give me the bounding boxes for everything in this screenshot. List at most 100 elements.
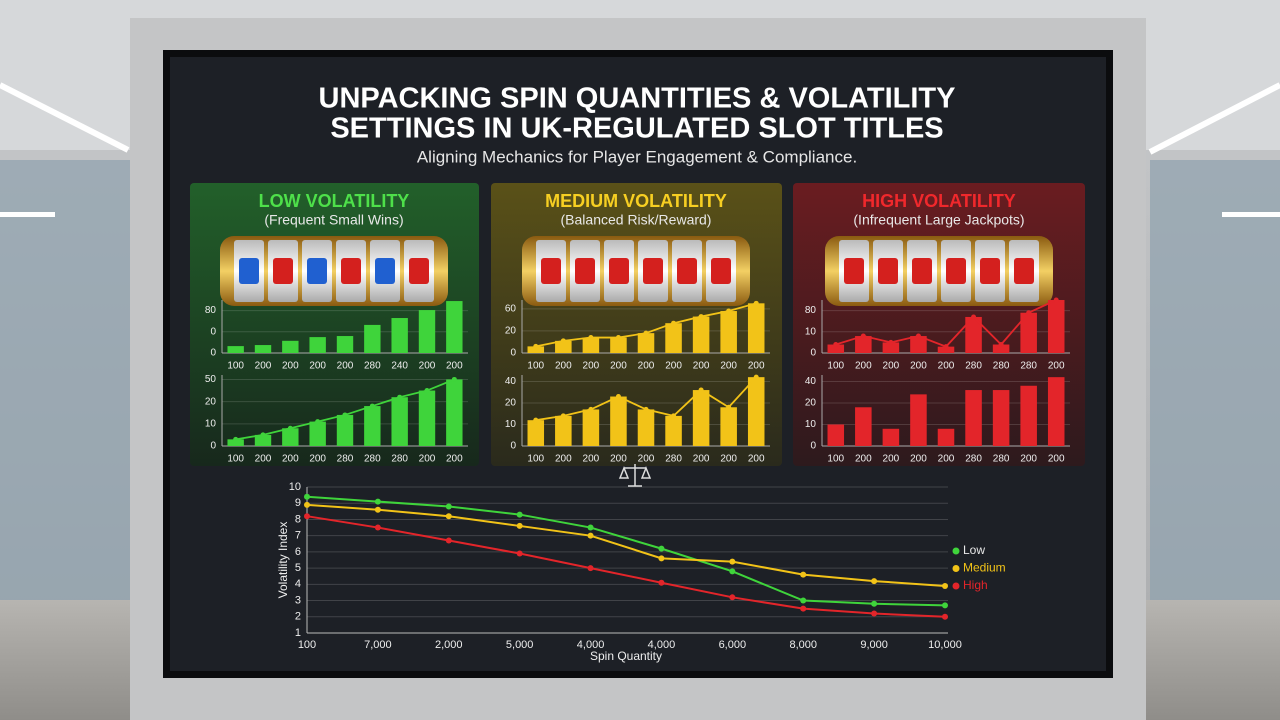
x-tick-label: 280 [364, 361, 381, 372]
series-point [587, 532, 594, 539]
reel-symbol [273, 258, 293, 284]
series-point [445, 513, 452, 520]
x-tick-label: 6,000 [719, 639, 747, 651]
trend-point [588, 335, 594, 341]
y-tick-label: 10 [805, 419, 817, 430]
panel-subtitle: (Infrequent Large Jackpots) [853, 212, 1024, 228]
x-tick-label: 200 [720, 361, 737, 372]
panel-subtitle: (Balanced Risk/Reward) [561, 212, 712, 228]
series-point [304, 501, 310, 508]
x-tick-label: 100 [827, 361, 844, 372]
x-tick-label: 200 [610, 454, 627, 465]
bar [665, 415, 682, 446]
trend-point [533, 343, 539, 349]
y-tick-label: 0 [210, 348, 216, 359]
x-tick-label: 200 [282, 361, 299, 372]
x-tick-label: 200 [419, 361, 436, 372]
series-point [516, 511, 523, 518]
series-point [374, 498, 381, 505]
y-tick-label: 0 [210, 441, 216, 452]
y-tick-label: 40 [505, 376, 517, 387]
bar [937, 428, 955, 446]
trend-point [726, 308, 732, 314]
y-tick-label: 3 [295, 594, 301, 606]
bar [527, 346, 545, 353]
y-tick-label: 2 [295, 611, 301, 623]
bar [527, 420, 545, 446]
subtitle: Aligning Mechanics for Player Engagement… [417, 147, 857, 166]
x-tick-label: 5,000 [506, 639, 534, 651]
trend-point [753, 300, 759, 306]
x-tick-label: 200 [720, 454, 737, 465]
reel-symbol [677, 258, 697, 284]
trend-point [726, 404, 732, 410]
reel-symbol [239, 258, 259, 284]
x-tick-label: 2,000 [435, 639, 463, 651]
series-point [658, 545, 665, 552]
reel-symbol [912, 258, 932, 284]
x-tick-label: 200 [1048, 454, 1065, 465]
bar [254, 345, 272, 353]
y-tick-label: 80 [805, 305, 817, 316]
bar [965, 390, 982, 446]
bar [882, 428, 900, 446]
reel-symbol [409, 258, 429, 284]
series-point [871, 600, 878, 607]
bar [418, 390, 436, 446]
series-point [942, 602, 948, 609]
bar [391, 318, 408, 353]
x-tick-label: 10,000 [928, 639, 962, 651]
x-tick-label: 200 [748, 454, 765, 465]
bar [364, 406, 381, 446]
bar [827, 424, 845, 446]
x-tick-label: 200 [337, 361, 354, 372]
reel-symbol [609, 258, 629, 284]
x-tick-label: 200 [610, 361, 627, 372]
bar [882, 342, 900, 353]
trend-point [1026, 310, 1032, 316]
trend-point [287, 425, 293, 431]
trend-point [560, 413, 566, 419]
trend-point [315, 419, 321, 425]
y-tick-label: 0 [810, 441, 816, 452]
panel-title: LOW VOLATILITY [259, 191, 410, 211]
bar [582, 337, 600, 353]
x-tick-label: 280 [337, 454, 354, 465]
series-point [304, 513, 310, 520]
y-tick-label: 6 [295, 546, 301, 558]
series-point [445, 537, 452, 544]
x-tick-label: 280 [965, 361, 982, 372]
series-point [658, 555, 665, 562]
x-tick-label: 7,000 [364, 639, 392, 651]
series-point [729, 558, 736, 565]
series-point [871, 610, 878, 617]
trend-point [1053, 297, 1059, 303]
legend-label: Low [963, 543, 985, 557]
bar [418, 310, 436, 353]
x-tick-label: 200 [938, 454, 955, 465]
x-tick-label: 200 [555, 361, 572, 372]
x-tick-label: 200 [748, 361, 765, 372]
y-tick-label: 20 [505, 326, 517, 337]
x-tick-label: 100 [827, 454, 844, 465]
reel-symbol [711, 258, 731, 284]
bar [336, 336, 354, 353]
bar [391, 397, 408, 446]
series-point [800, 597, 807, 604]
x-tick-label: 200 [883, 454, 900, 465]
series-point [800, 605, 807, 612]
bar [665, 323, 682, 353]
bar [309, 337, 326, 353]
title: UNPACKING SPIN QUANTITIES & VOLATILITY [319, 83, 956, 115]
ceiling-light [0, 82, 130, 153]
x-tick-label: 200 [446, 454, 463, 465]
y-tick-label: 10 [205, 418, 217, 429]
series-point [304, 493, 310, 500]
x-tick-label: 200 [638, 454, 655, 465]
x-tick-label: 280 [665, 454, 682, 465]
ceiling-light [1148, 82, 1280, 155]
panel-subtitle: (Frequent Small Wins) [264, 212, 403, 228]
trend-point [369, 403, 375, 409]
ceiling-light [0, 212, 55, 217]
